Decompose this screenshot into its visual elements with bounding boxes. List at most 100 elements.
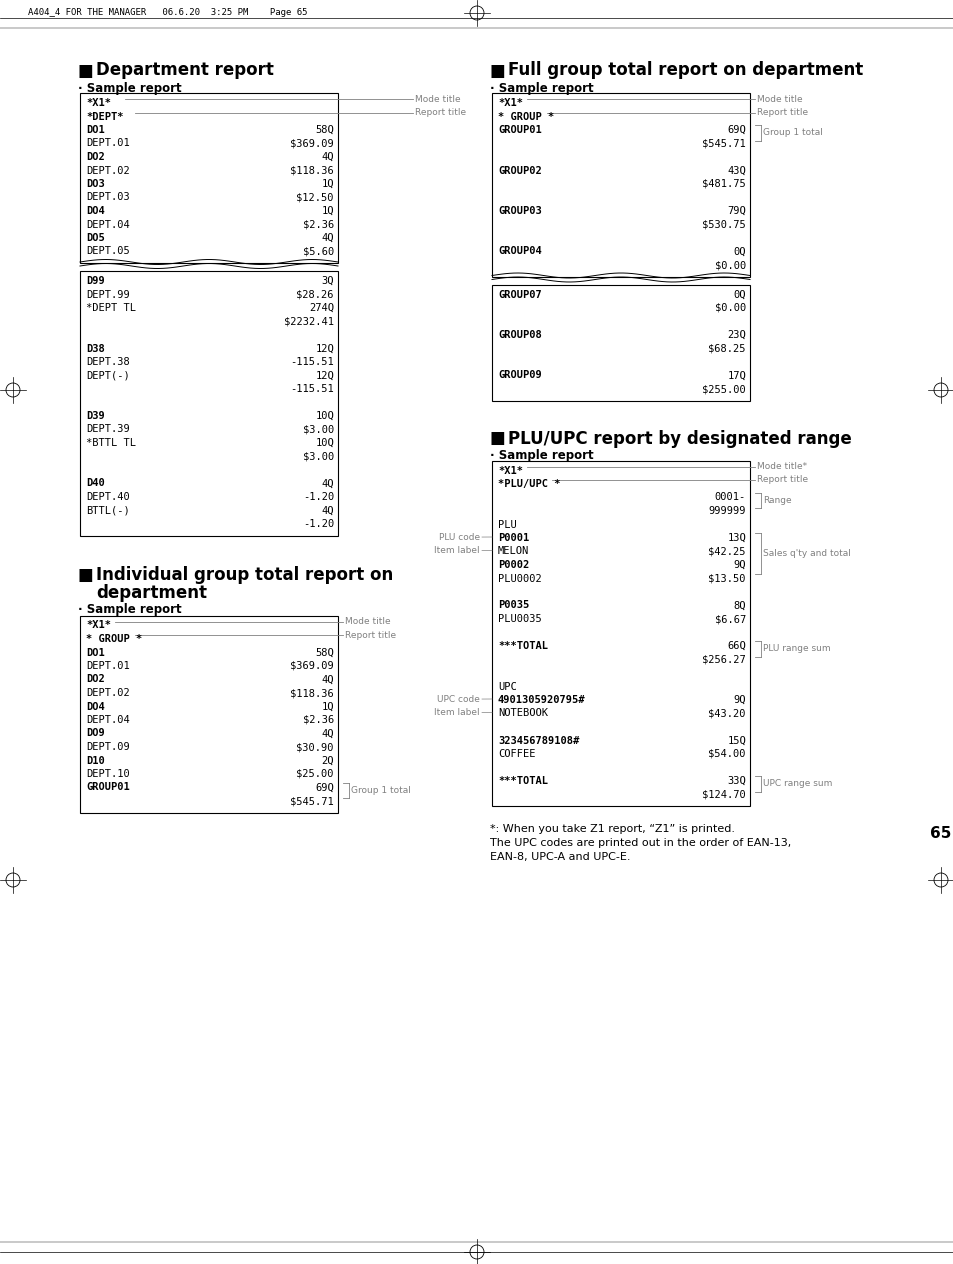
Text: DEPT.39: DEPT.39 bbox=[86, 425, 130, 435]
Text: $481.75: $481.75 bbox=[701, 179, 745, 190]
Text: EAN-8, UPC-A and UPC-E.: EAN-8, UPC-A and UPC-E. bbox=[490, 852, 630, 862]
Text: 323456789108#: 323456789108# bbox=[497, 736, 578, 746]
Text: DO4: DO4 bbox=[86, 206, 105, 216]
Text: Mode title: Mode title bbox=[757, 95, 801, 104]
Text: $369.09: $369.09 bbox=[290, 139, 334, 148]
Text: DEPT.10: DEPT.10 bbox=[86, 769, 130, 779]
Text: Range: Range bbox=[762, 495, 791, 504]
Text: $3.00: $3.00 bbox=[302, 451, 334, 461]
Text: 3Q: 3Q bbox=[321, 276, 334, 286]
Text: DEPT.03: DEPT.03 bbox=[86, 192, 130, 202]
Text: 79Q: 79Q bbox=[726, 206, 745, 216]
Text: $256.27: $256.27 bbox=[701, 655, 745, 665]
Text: Mode title*: Mode title* bbox=[757, 463, 806, 471]
Text: DO3: DO3 bbox=[86, 179, 105, 190]
Text: 33Q: 33Q bbox=[726, 776, 745, 786]
Text: D10: D10 bbox=[86, 756, 105, 766]
Text: $12.50: $12.50 bbox=[296, 192, 334, 202]
Text: PLU0002: PLU0002 bbox=[497, 574, 541, 584]
Text: ■: ■ bbox=[490, 62, 505, 80]
Text: D40: D40 bbox=[86, 479, 105, 488]
Text: Mode title: Mode title bbox=[415, 95, 460, 104]
Text: $68.25: $68.25 bbox=[708, 344, 745, 354]
Text: Report title: Report title bbox=[345, 631, 395, 640]
Text: 12Q: 12Q bbox=[314, 344, 334, 354]
Text: 12Q: 12Q bbox=[314, 370, 334, 380]
Text: 10Q: 10Q bbox=[314, 411, 334, 421]
Text: * GROUP *: * GROUP * bbox=[86, 635, 142, 643]
Text: DEPT.02: DEPT.02 bbox=[86, 166, 130, 176]
Text: DO5: DO5 bbox=[86, 233, 105, 243]
Text: P0001: P0001 bbox=[497, 533, 529, 544]
Text: ■: ■ bbox=[490, 428, 505, 446]
Text: D39: D39 bbox=[86, 411, 105, 421]
Text: ■: ■ bbox=[78, 62, 93, 80]
Text: Report title: Report title bbox=[415, 107, 466, 118]
Text: $124.70: $124.70 bbox=[701, 790, 745, 800]
Text: $2232.41: $2232.41 bbox=[284, 316, 334, 326]
Text: PLU/UPC report by designated range: PLU/UPC report by designated range bbox=[507, 430, 851, 447]
Text: Group 1 total: Group 1 total bbox=[762, 128, 822, 138]
Text: PLU0035: PLU0035 bbox=[497, 614, 541, 624]
Text: GROUP08: GROUP08 bbox=[497, 330, 541, 340]
Text: 4Q: 4Q bbox=[321, 728, 334, 738]
Text: · Sample report: · Sample report bbox=[78, 603, 181, 617]
Text: DEPT.05: DEPT.05 bbox=[86, 246, 130, 257]
Text: 9Q: 9Q bbox=[733, 695, 745, 705]
Text: $118.36: $118.36 bbox=[290, 688, 334, 698]
Text: MELON: MELON bbox=[497, 546, 529, 556]
Text: $118.36: $118.36 bbox=[290, 166, 334, 176]
Text: DO2: DO2 bbox=[86, 675, 105, 685]
Text: -1.20: -1.20 bbox=[302, 520, 334, 530]
Text: 23Q: 23Q bbox=[726, 330, 745, 340]
Text: *DEPT TL: *DEPT TL bbox=[86, 303, 136, 313]
Text: PLU: PLU bbox=[497, 520, 517, 530]
Text: 15Q: 15Q bbox=[726, 736, 745, 746]
Bar bbox=[80, 616, 337, 813]
Text: * GROUP *: * GROUP * bbox=[497, 111, 554, 121]
Text: COFFEE: COFFEE bbox=[497, 750, 535, 758]
Text: $42.25: $42.25 bbox=[708, 546, 745, 556]
Text: -1.20: -1.20 bbox=[302, 492, 334, 502]
Text: 69Q: 69Q bbox=[314, 782, 334, 793]
Text: $0.00: $0.00 bbox=[714, 260, 745, 270]
Text: $3.00: $3.00 bbox=[302, 425, 334, 435]
Text: DO1: DO1 bbox=[86, 125, 105, 135]
Text: $13.50: $13.50 bbox=[708, 574, 745, 584]
Text: $530.75: $530.75 bbox=[701, 220, 745, 230]
Text: 0Q: 0Q bbox=[733, 246, 745, 257]
Text: · Sample report: · Sample report bbox=[490, 449, 593, 461]
Text: 0001-: 0001- bbox=[714, 493, 745, 503]
Text: department: department bbox=[96, 584, 207, 603]
Text: UPC: UPC bbox=[497, 681, 517, 691]
Text: GROUP07: GROUP07 bbox=[497, 289, 541, 300]
Text: P0002: P0002 bbox=[497, 560, 529, 570]
Text: $43.20: $43.20 bbox=[708, 709, 745, 718]
Text: 8Q: 8Q bbox=[733, 600, 745, 611]
Text: DEPT.01: DEPT.01 bbox=[86, 661, 130, 671]
Text: 43Q: 43Q bbox=[726, 166, 745, 176]
Text: Department report: Department report bbox=[96, 61, 274, 78]
Text: *X1*: *X1* bbox=[497, 99, 522, 107]
Text: DO9: DO9 bbox=[86, 728, 105, 738]
Text: DO1: DO1 bbox=[86, 647, 105, 657]
Text: $369.09: $369.09 bbox=[290, 661, 334, 671]
Text: $5.60: $5.60 bbox=[302, 246, 334, 257]
Text: Report title: Report title bbox=[757, 475, 807, 484]
Text: P0035: P0035 bbox=[497, 600, 529, 611]
Text: Individual group total report on: Individual group total report on bbox=[96, 566, 393, 584]
Text: *BTTL TL: *BTTL TL bbox=[86, 439, 136, 447]
Bar bbox=[492, 284, 749, 401]
Text: GROUP09: GROUP09 bbox=[497, 370, 541, 380]
Text: *DEPT*: *DEPT* bbox=[86, 111, 123, 121]
Text: DO4: DO4 bbox=[86, 702, 105, 712]
Text: DEPT.04: DEPT.04 bbox=[86, 715, 130, 726]
Text: A404_4 FOR THE MANAGER   06.6.20  3:25 PM    Page 65: A404_4 FOR THE MANAGER 06.6.20 3:25 PM P… bbox=[28, 8, 307, 16]
Text: D38: D38 bbox=[86, 344, 105, 354]
Text: DEPT(-): DEPT(-) bbox=[86, 370, 130, 380]
Bar bbox=[80, 270, 337, 536]
Text: $255.00: $255.00 bbox=[701, 384, 745, 394]
Text: 69Q: 69Q bbox=[726, 125, 745, 135]
Text: *X1*: *X1* bbox=[497, 465, 522, 475]
Text: *: When you take Z1 report, “Z1” is printed.: *: When you take Z1 report, “Z1” is prin… bbox=[490, 824, 734, 834]
